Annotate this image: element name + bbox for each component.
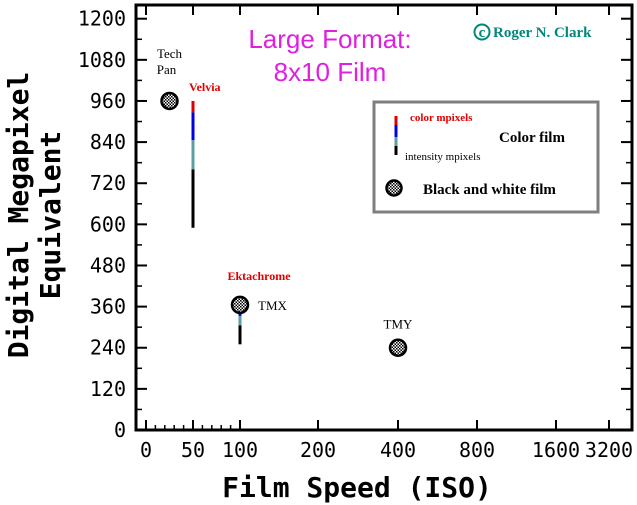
label-velvia: Velvia xyxy=(189,80,221,94)
y-axis: 0 120 240 360 480 600 720 840 960 1080 1200 xyxy=(78,7,632,442)
x-tick-label: 100 xyxy=(222,438,258,462)
plot-frame xyxy=(134,3,634,432)
x-tick-label: 400 xyxy=(380,438,416,462)
label-ektachrome: Ektachrome xyxy=(227,269,291,283)
y-tick-label: 120 xyxy=(90,377,126,401)
chart-subtitle: 8x10 Film xyxy=(274,57,387,87)
y-axis-label-line2: Equivalent xyxy=(34,131,67,300)
y-tick-label: 240 xyxy=(90,336,126,360)
legend-color-mpixels: color mpixels xyxy=(410,112,473,124)
y-tick-label: 480 xyxy=(90,253,126,277)
y-tick-label: 960 xyxy=(90,89,126,113)
x-axis-label: Film Speed (ISO) xyxy=(222,471,492,504)
y-axis-label-line1: Digital Megapixel xyxy=(2,72,35,359)
x-tick-label: 50 xyxy=(181,438,205,462)
label-techpan-line1: Tech xyxy=(157,46,183,61)
legend-bw-marker xyxy=(385,179,403,197)
credit-text: Roger N. Clark xyxy=(493,25,592,41)
y-tick-label: 840 xyxy=(90,130,126,154)
y-tick-label: 600 xyxy=(90,212,126,236)
label-tmy: TMY xyxy=(384,317,414,332)
copyright-icon xyxy=(473,23,491,41)
y-tick-label: 0 xyxy=(114,418,126,442)
copyright-icon-letter: c xyxy=(479,25,486,41)
label-techpan-line2: Pan xyxy=(157,62,177,77)
legend-intensity-mpixels: intensity mpixels xyxy=(405,151,480,163)
y-tick-label: 720 xyxy=(90,171,126,195)
bw-film-marker xyxy=(160,91,179,111)
label-tmx: TMX xyxy=(258,298,288,313)
credit: c Roger N. Clark xyxy=(473,23,592,41)
legend: color mpixels Color film intensity mpixe… xyxy=(372,100,600,214)
y-tick-label: 360 xyxy=(90,295,126,319)
legend-bw-label: Black and white film xyxy=(423,182,556,198)
x-tick-label: 3200 xyxy=(585,438,633,462)
x-axis: 0 50 100 200 400 800 1600 3200 xyxy=(140,5,633,462)
legend-color-film: Color film xyxy=(499,130,565,146)
x-tick-label: 800 xyxy=(459,438,495,462)
x-tick-label: 1600 xyxy=(532,438,580,462)
y-tick-label: 1080 xyxy=(78,48,126,72)
bw-film-marker xyxy=(388,338,408,357)
x-tick-label: 0 xyxy=(140,438,152,462)
y-axis-label-group: Digital Megapixel Equivalent xyxy=(2,72,67,359)
chart-title: Large Format: xyxy=(248,24,411,54)
y-tick-label: 1200 xyxy=(78,7,126,31)
bw-film-marker xyxy=(230,295,250,315)
x-tick-label: 200 xyxy=(300,438,336,462)
legend-box xyxy=(372,100,600,214)
